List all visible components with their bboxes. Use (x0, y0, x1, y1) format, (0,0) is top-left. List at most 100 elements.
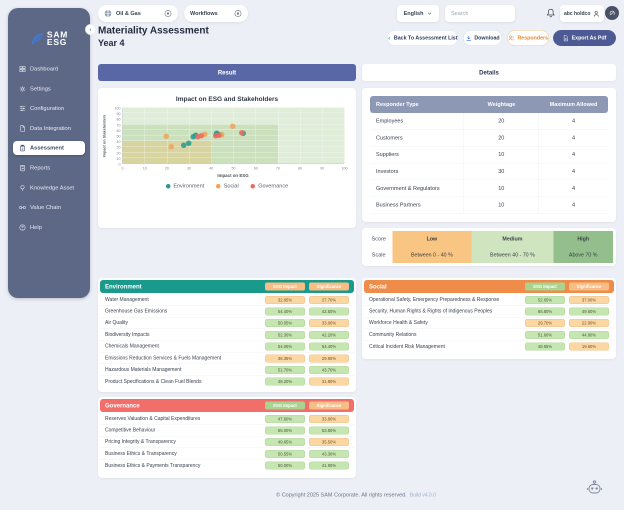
back-to-assessment-list-button[interactable]: Back To Assessment List (387, 30, 458, 46)
topic-row: Biodiversity Impacts 52.30% 42.20% (100, 329, 354, 341)
legend-item-social[interactable]: Social (216, 183, 239, 189)
sidebar-item-help[interactable]: Help (13, 220, 85, 234)
language-select[interactable]: English (397, 5, 439, 22)
topic-name: Business Ethics & Payments Transparency (105, 462, 201, 469)
y-tick-label: 40 (116, 139, 121, 145)
responder-row: Government & Regulators 10 4 (370, 180, 608, 197)
clipboard-icon (20, 145, 25, 152)
scale-level-name: High (577, 236, 590, 242)
environment-table-header: Environment ESG Impact Significance (100, 280, 354, 293)
scatter-plot: 0 0 10 10 20 20 30 30 40 40 50 50 60 60 70 70 80 80 90 90 10… (115, 106, 348, 171)
y-tick-label: 70 (116, 122, 121, 128)
esg-impact-value: 49.65% (265, 438, 305, 447)
topic-row: Air Quality 50.05% 33.00% (100, 317, 354, 330)
topic-name: Water Management (105, 296, 149, 303)
significance-value: 54.40% (309, 342, 349, 351)
sidebar-item-dashboard[interactable]: Dashboard (13, 62, 85, 76)
topic-name: Workforce Health & Safety (369, 320, 428, 326)
target-icon[interactable] (234, 10, 242, 18)
legend-dot (250, 183, 256, 189)
topic-row: Water Management 32.95% 27.70% (100, 294, 354, 306)
esg-impact-value: 50.55% (265, 449, 305, 458)
legend-dot (165, 183, 171, 189)
data-point-governance (194, 134, 201, 140)
scope-chip[interactable]: Oil & Gas (98, 5, 178, 22)
significance-value: 31.80% (309, 377, 349, 386)
topic-name: Business Ethics & Transparency (105, 450, 177, 457)
sidebar-item-data-integration[interactable]: Data Integration (13, 121, 85, 135)
account-menu[interactable]: abc holdco (560, 5, 604, 22)
impact-chart-card: Impact on ESG and Stakeholders 0 0 10 10 20 2… (98, 88, 356, 228)
sidebar-item-settings[interactable]: Settings (13, 82, 85, 96)
topic-row: Product Specifications & Clean Fuel Blen… (100, 376, 354, 388)
legend-item-environment[interactable]: Environment (165, 183, 204, 189)
export-as-pdf-button[interactable]: Export As Pdf (553, 30, 616, 46)
sidebar-collapse-button[interactable]: ‹ (85, 24, 96, 35)
chain-icon (19, 206, 26, 209)
significance-value: 43.30% (309, 449, 349, 458)
topic-row: Critical Incident Risk Management 48.65% 1… (364, 341, 614, 353)
esg-impact-value: 29.70% (525, 319, 565, 328)
data-point-social (163, 133, 169, 140)
bell-icon[interactable] (546, 8, 556, 18)
topic-row: Community Relations 51.60% 44.80% (364, 329, 614, 341)
esg-impact-value: 51.70% (265, 365, 305, 374)
topic-name: Air Quality (105, 320, 129, 326)
responders-button[interactable]: Responders (507, 30, 549, 46)
details-card: Responder Type Weightage Maximum Allowed… (362, 88, 616, 222)
download-button[interactable]: Download (463, 30, 502, 46)
app-logo: SAM ESG (8, 31, 90, 47)
report-icon (20, 165, 25, 172)
file-icon (20, 125, 25, 132)
search-input[interactable] (445, 5, 515, 22)
y-tick-label: 60 (116, 128, 121, 133)
maximum-allowed-value: 4 (571, 185, 576, 192)
topic-row: Operational Safety, Emergency Preparedne… (364, 294, 614, 306)
maximum-allowed-value: 4 (571, 168, 576, 175)
topic-name: Emissions Reduction Services & Fuels Man… (105, 355, 222, 361)
sidebar-item-value-chain[interactable]: Value Chain (13, 201, 85, 215)
responder-row: Investors 30 4 (370, 163, 608, 181)
significance-value: 41.90% (309, 461, 349, 470)
legend-item-governance[interactable]: Governance (250, 183, 288, 189)
responder-table-header: Responder Type Weightage Maximum Allowed (370, 96, 608, 113)
responder-row: Customers 20 4 (370, 129, 608, 147)
significance-value: 42.50% (309, 307, 349, 316)
sidebar-item-configuration[interactable]: Configuration (13, 102, 85, 116)
x-tick-label: 40 (209, 166, 214, 171)
session-button[interactable] (605, 6, 619, 20)
esg-impact-value: 54.40% (265, 307, 305, 316)
x-tick-label: 50 (231, 166, 236, 171)
topic-row: Greenhouse Gas Emissions 54.40% 42.50% (100, 306, 354, 318)
scope-chip-label: Oil & Gas (116, 10, 141, 17)
governance-table-header: Governance ESG Impact Significance (100, 399, 354, 412)
responder-row: Business Partners 10 4 (370, 196, 608, 214)
sidebar: SAM ESG Dashboard Settings Configuration Dat… (8, 8, 90, 298)
sidebar-item-assessment[interactable]: Assessment (13, 141, 85, 156)
chatbot-icon[interactable] (586, 479, 603, 496)
tab-details[interactable]: Details (362, 64, 616, 81)
target-icon[interactable] (164, 10, 172, 18)
esg-impact-value: 48.65% (525, 342, 565, 351)
esg-impact-value: 51.60% (525, 330, 565, 339)
col-weightage: Weightage (487, 101, 516, 108)
esg-impact-value: 32.95% (265, 295, 305, 304)
significance-value: 33.80% (309, 414, 349, 423)
x-tick-label: 80 (298, 166, 303, 171)
topic-row: Hazardous Materials Management 51.70% 43.7… (100, 364, 354, 376)
data-point-governance (212, 132, 219, 139)
y-tick-label: 100 (114, 106, 121, 111)
topic-name: Pricing Integrity & Transparency (105, 439, 176, 445)
maximum-allowed-value: 4 (571, 118, 576, 125)
sidebar-item-reports[interactable]: Reports (13, 161, 85, 175)
esg-impact-value: 54.05% (265, 342, 305, 351)
maximum-allowed-value: 4 (571, 134, 576, 141)
topic-name: Operational Safety, Emergency Preparedne… (369, 296, 500, 303)
page-subtitle: Year 4 (98, 38, 125, 48)
power-icon (609, 10, 615, 15)
tab-result[interactable]: Result (98, 64, 356, 81)
y-tick-label: 20 (116, 150, 121, 156)
workflows-chip[interactable]: Workflows (184, 5, 248, 22)
topic-row: Emissions Reduction Services & Fuels Man… (100, 353, 354, 365)
sidebar-item-knowledge-asset[interactable]: Knowledge Asset (13, 181, 85, 195)
